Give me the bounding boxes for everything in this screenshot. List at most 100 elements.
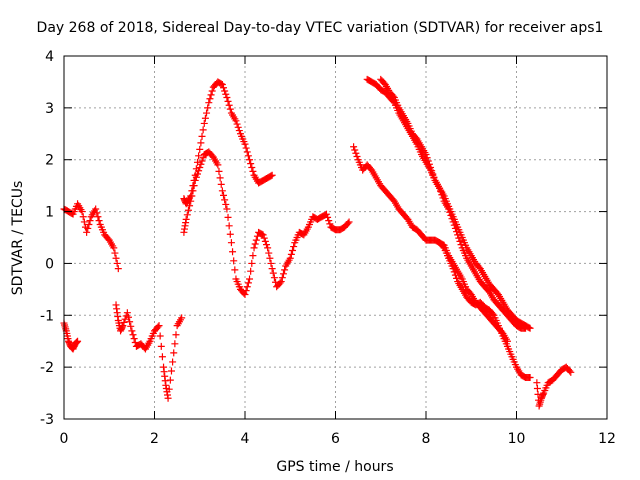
data-point xyxy=(430,173,438,181)
data-point xyxy=(164,394,172,402)
data-point xyxy=(249,252,257,260)
x-tick-label: 6 xyxy=(331,431,340,447)
data-point xyxy=(241,291,249,299)
data-point xyxy=(167,367,175,375)
data-point xyxy=(128,327,136,335)
data-point xyxy=(95,217,103,225)
data-point xyxy=(182,215,190,223)
data-point xyxy=(246,275,254,283)
data-point xyxy=(350,143,358,151)
data-point xyxy=(119,322,127,330)
data-point xyxy=(248,163,256,171)
series-arc-7 xyxy=(377,75,530,332)
data-point xyxy=(436,184,444,192)
data-point xyxy=(425,160,433,168)
y-tick-labels: -3 -2 -1 0 1 2 3 4 xyxy=(40,49,54,428)
data-point xyxy=(188,192,196,200)
data-point xyxy=(249,167,257,175)
data-point xyxy=(247,267,255,275)
data-point xyxy=(184,206,192,214)
axis-ticks xyxy=(63,55,608,420)
series-arc-5 xyxy=(180,148,353,299)
data-point xyxy=(220,84,228,92)
data-point xyxy=(268,171,276,179)
y-tick-label: 0 xyxy=(45,256,54,272)
x-tick-label: 12 xyxy=(598,431,616,447)
data-point xyxy=(269,269,277,277)
data-point xyxy=(264,244,272,252)
data-point xyxy=(232,117,240,125)
x-tick-label: 4 xyxy=(241,431,250,447)
data-point xyxy=(451,224,459,232)
data-point xyxy=(200,119,208,127)
data-point xyxy=(261,237,269,245)
data-point xyxy=(289,246,297,254)
data-point xyxy=(85,221,93,229)
data-point xyxy=(126,318,134,326)
data-point xyxy=(242,287,250,295)
data-point xyxy=(155,322,163,330)
data-point xyxy=(325,217,333,225)
data-points xyxy=(60,75,575,410)
data-point xyxy=(251,240,259,248)
data-point xyxy=(446,208,454,216)
data-point xyxy=(199,126,207,134)
data-point xyxy=(260,234,268,242)
data-point xyxy=(267,172,275,180)
series-arc-6 xyxy=(363,75,534,332)
data-point xyxy=(124,313,132,321)
data-point xyxy=(246,156,254,164)
data-point xyxy=(225,222,233,230)
data-point xyxy=(223,205,231,213)
data-point xyxy=(258,230,266,238)
data-point xyxy=(130,335,138,343)
data-point xyxy=(84,224,92,232)
data-point xyxy=(197,160,205,168)
data-point xyxy=(248,259,256,267)
data-point xyxy=(195,152,203,160)
data-point xyxy=(437,187,445,195)
series-arc-8 xyxy=(350,143,534,382)
data-point xyxy=(205,99,213,107)
data-point xyxy=(422,151,430,159)
data-point xyxy=(217,180,225,188)
data-point xyxy=(526,374,534,382)
y-tick-label: 3 xyxy=(45,101,54,117)
data-point xyxy=(203,109,211,117)
data-point xyxy=(94,213,102,221)
data-point xyxy=(265,249,273,257)
data-point xyxy=(423,154,431,162)
data-point xyxy=(218,187,226,195)
y-tick-label: -3 xyxy=(40,412,54,428)
data-point xyxy=(224,97,232,105)
data-point xyxy=(290,243,298,251)
data-point xyxy=(190,182,198,190)
data-point xyxy=(226,105,234,113)
data-point xyxy=(278,274,286,282)
data-point xyxy=(279,270,287,278)
data-point xyxy=(199,154,207,162)
data-point xyxy=(197,139,205,147)
data-point xyxy=(191,176,199,184)
data-point xyxy=(166,376,174,384)
data-point xyxy=(187,197,195,205)
data-point xyxy=(114,265,122,273)
data-point xyxy=(247,160,255,168)
data-point xyxy=(231,266,239,274)
data-point xyxy=(221,87,229,95)
data-point xyxy=(112,254,120,262)
data-point xyxy=(157,342,165,350)
data-point xyxy=(250,244,258,252)
data-point xyxy=(216,174,224,182)
data-point xyxy=(158,353,166,361)
data-point xyxy=(424,157,432,165)
data-point xyxy=(352,149,360,157)
data-point xyxy=(183,211,191,219)
data-point xyxy=(80,218,88,226)
data-point xyxy=(193,170,201,178)
data-point xyxy=(229,248,237,256)
data-point xyxy=(457,241,465,249)
data-point xyxy=(83,228,91,236)
data-point xyxy=(427,163,435,171)
